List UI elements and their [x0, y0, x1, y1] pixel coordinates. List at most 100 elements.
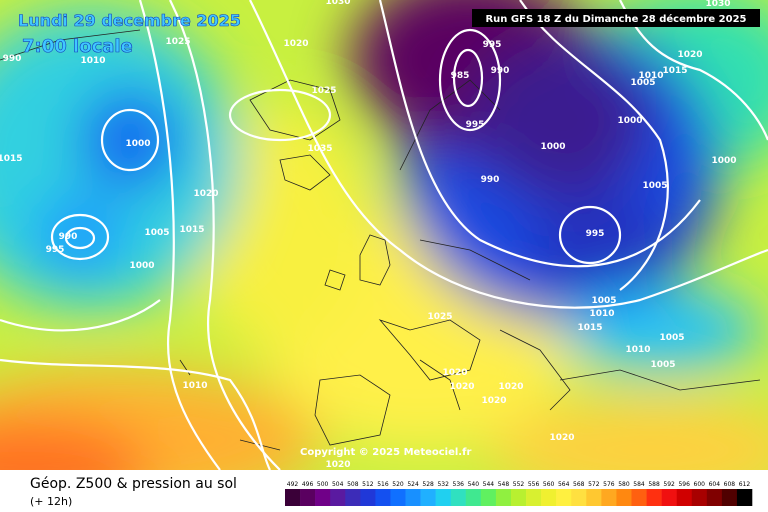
colorbar-label: 580 — [618, 481, 630, 488]
isobar-label: 990 — [3, 54, 22, 64]
colorbar-label: 504 — [332, 481, 344, 488]
isobar-label: 1020 — [442, 368, 467, 378]
colorbar-swatch — [420, 489, 436, 506]
colorbar-label: 560 — [543, 481, 555, 488]
isobar-label: 1020 — [193, 189, 218, 199]
isobar-label: 1015 — [577, 323, 602, 333]
isobar-label: 995 — [46, 245, 65, 255]
isobar-label: 1020 — [498, 382, 523, 392]
isobar-label: 1025 — [427, 312, 452, 322]
isobar-label: 990 — [481, 175, 500, 185]
colorbar-swatch — [330, 489, 346, 506]
isobar-label: 1020 — [325, 460, 350, 470]
colorbar-swatch — [556, 489, 572, 506]
caption-title: Géop. Z500 & pression au sol — [30, 476, 237, 492]
colorbar-swatch — [390, 489, 406, 506]
isobar-label: 1010 — [638, 71, 663, 81]
colorbar-label: 548 — [498, 481, 510, 488]
isobar-label: 995 — [483, 40, 502, 50]
colorbar-label: 512 — [362, 481, 374, 488]
colorbar-swatch — [571, 489, 587, 506]
time: 7:00 locale — [22, 36, 133, 57]
colorbar-swatch — [480, 489, 497, 506]
colorbar-label: 608 — [724, 481, 736, 488]
isobar-label: 1015 — [179, 225, 204, 235]
colorbar-label: 600 — [694, 481, 706, 488]
colorbar-swatch — [495, 489, 512, 506]
colorbar-label: 492 — [287, 481, 299, 488]
isobar-label: 1000 — [540, 142, 565, 152]
isobar-label: 1020 — [481, 396, 506, 406]
isobar-label: 1005 — [650, 360, 675, 370]
isobar-label: 1030 — [325, 0, 350, 7]
colorbar-label: 612 — [739, 481, 751, 488]
colorbar: 492 496 500 504 508 512 516 520 524 528 532 536 540 5… — [285, 481, 753, 506]
colorbar-label: 564 — [558, 481, 570, 488]
caption-step: (+ 12h) — [30, 495, 72, 508]
isobar-label: 1015 — [0, 154, 23, 164]
isobar-label: 985 — [451, 71, 470, 81]
colorbar-swatch — [345, 489, 361, 506]
colorbar-swatch — [646, 489, 662, 506]
colorbar-swatch — [375, 489, 391, 506]
colorbar-label: 552 — [513, 481, 525, 488]
copyright: Copyright © 2025 Meteociel.fr — [300, 447, 471, 458]
colorbar-label: 500 — [317, 481, 329, 488]
isobar-label: 1005 — [642, 181, 667, 191]
isobar-label: 1030 — [705, 0, 730, 9]
colorbar-label: 516 — [377, 481, 389, 488]
colorbar-label: 540 — [468, 481, 480, 488]
colorbar-swatch — [616, 489, 632, 506]
colorbar-label: 592 — [663, 481, 675, 488]
colorbar-label: 584 — [633, 481, 645, 488]
colorbar-swatch — [465, 489, 482, 506]
colorbar-swatch — [300, 489, 316, 506]
colorbar-label: 588 — [648, 481, 660, 488]
colorbar-swatch — [736, 489, 753, 506]
colorbar-swatch — [315, 489, 331, 506]
colorbar-swatch — [450, 489, 467, 506]
colorbar-swatch — [586, 489, 602, 506]
colorbar-label: 572 — [588, 481, 600, 488]
date: Lundi 29 decembre 2025 — [18, 11, 241, 30]
colorbar-swatch — [661, 489, 677, 506]
colorbar-label: 576 — [603, 481, 615, 488]
colorbar-swatch — [285, 489, 301, 506]
colorbar-label: 556 — [528, 481, 540, 488]
isobar-label: 1010 — [182, 381, 207, 391]
colorbar-swatch — [691, 489, 708, 506]
isobar-label: 1000 — [125, 139, 150, 149]
isobar-label: 1000 — [129, 261, 154, 271]
colorbar-swatch — [435, 489, 452, 506]
colorbar-swatch — [601, 489, 617, 506]
isobar-label: 1005 — [659, 333, 684, 343]
colorbar-label: 536 — [453, 481, 465, 488]
isobar-label: 1020 — [677, 50, 702, 60]
colorbar-label: 604 — [709, 481, 721, 488]
isobar-label: 990 — [59, 232, 78, 242]
colorbar-swatch — [631, 489, 647, 506]
isobar-label: 1005 — [144, 228, 169, 238]
isobar-label: 1025 — [311, 86, 336, 96]
run-box — [472, 9, 760, 27]
isobar-label: 1015 — [662, 66, 687, 76]
colorbar-label: 568 — [573, 481, 585, 488]
colorbar-label: 496 — [302, 481, 314, 488]
isobar-label: 1010 — [80, 56, 105, 66]
isobar-label: 1010 — [625, 345, 650, 355]
isobar-label: 1035 — [307, 144, 332, 154]
colorbar-swatch — [360, 489, 376, 506]
isobar-label: 1020 — [283, 39, 308, 49]
isobar-label: 990 — [491, 66, 510, 76]
colorbar-swatch — [405, 489, 421, 506]
colorbar-label: 524 — [407, 481, 419, 488]
colorbar-swatch — [676, 489, 693, 506]
isobar-label: 995 — [466, 120, 485, 130]
colorbar-label: 528 — [422, 481, 434, 488]
isobar-label: 1000 — [711, 156, 736, 166]
isobar-label: 1025 — [165, 37, 190, 47]
colorbar-label: 520 — [392, 481, 404, 488]
